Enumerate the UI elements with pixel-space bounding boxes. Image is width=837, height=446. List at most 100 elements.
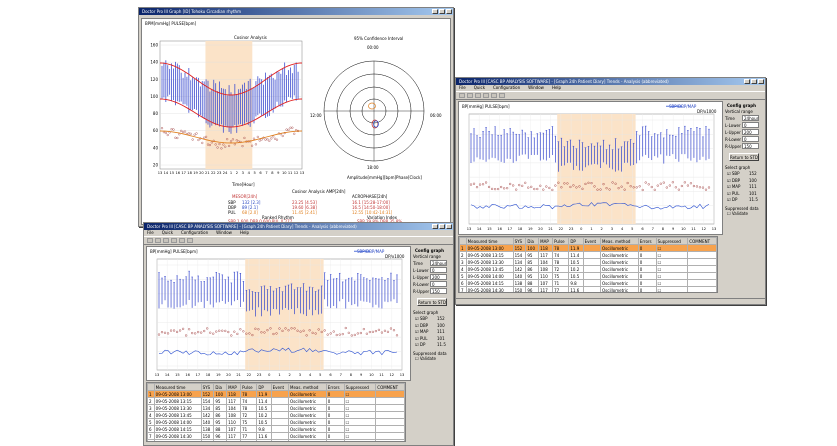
menu-file[interactable]: File — [147, 230, 154, 235]
table-row[interactable]: 2 09-05-2008 13:15 154 95 117 74 11.4 Oscillome… — [147, 397, 405, 405]
range-field-input[interactable]: 24hour — [742, 115, 759, 121]
toolbar-button[interactable] — [187, 238, 193, 243]
select-graph-check[interactable]: ☑ MAP 111 — [727, 184, 761, 190]
column-header[interactable]: COMMENT — [687, 237, 717, 245]
menu-window[interactable]: Window — [528, 85, 544, 90]
toolbar-button[interactable] — [499, 93, 505, 98]
return-to-std-button[interactable]: Return to STD — [729, 153, 759, 161]
validate-checkbox[interactable]: ☐ Validate — [727, 211, 748, 216]
range-field-input[interactable]: 0 — [430, 267, 447, 273]
column-header[interactable]: Measured time — [465, 237, 514, 245]
column-header[interactable]: Event — [582, 237, 602, 245]
column-header[interactable]: MAP — [226, 383, 242, 391]
window-title-bar[interactable]: Doctor Pro III [CASC BP ANALYSIS SOFTWAR… — [144, 223, 453, 230]
table-row[interactable]: 3 09-05-2008 13:30 134 85 104 78 10.5 Oscillome… — [459, 258, 717, 266]
toolbar-button[interactable] — [459, 93, 465, 98]
toolbar-button[interactable] — [467, 93, 473, 98]
column-header[interactable]: Suppressed — [343, 383, 377, 391]
pulse-point — [224, 329, 227, 333]
column-header[interactable]: SYS — [512, 237, 527, 245]
minimize-button[interactable] — [432, 9, 438, 14]
window-title-bar[interactable]: Doctor Pro III [CASC BP ANALYSIS SOFTWAR… — [456, 78, 765, 85]
table-row[interactable]: 5 09-05-2008 14:00 140 95 110 75 10.5 Oscillome… — [147, 418, 405, 426]
table-row[interactable]: 6 09-05-2008 14:15 138 88 107 71 9.8 Oscillomet… — [147, 425, 405, 433]
select-graph-check[interactable]: ☑ PUL 101 — [727, 191, 761, 197]
toolbar-button[interactable] — [155, 238, 161, 243]
validate-checkbox[interactable]: ☐ Validate — [415, 356, 436, 361]
select-graph-check[interactable]: ☑ MAP 111 — [415, 329, 449, 335]
range-field-input[interactable]: 0 — [430, 281, 447, 287]
toolbar-button[interactable] — [147, 238, 153, 243]
toolbar-button[interactable] — [171, 238, 177, 243]
table-row[interactable]: 2 09-05-2008 13:15 154 95 117 74 11.4 Oscillome… — [459, 251, 717, 259]
table-row[interactable]: 4 09-05-2008 13:45 142 86 108 72 10.2 Oscillome… — [459, 265, 717, 273]
table-row[interactable]: 7 09-05-2008 14:30 150 96 117 77 11.6 Oscillome… — [147, 432, 405, 440]
range-field-input[interactable]: 0 — [742, 136, 759, 142]
range-field-input[interactable]: 24hour — [430, 260, 447, 266]
column-header[interactable]: Measured time — [153, 383, 202, 391]
column-header[interactable]: COMMENT — [375, 383, 405, 391]
table-row[interactable]: 7 09-05-2008 14:30 150 96 117 77 11.6 Oscillome… — [459, 286, 717, 292]
minimize-button[interactable] — [744, 79, 750, 84]
maximize-button[interactable] — [751, 79, 757, 84]
toolbar-button[interactable] — [179, 238, 185, 243]
column-header[interactable]: Event — [270, 383, 290, 391]
column-header[interactable]: SYS — [200, 383, 215, 391]
toolbar-button[interactable] — [491, 93, 497, 98]
column-header[interactable]: DP — [256, 383, 272, 391]
select-graph-check[interactable]: ☑ SBP 152 — [727, 171, 761, 177]
column-header[interactable] — [147, 383, 155, 391]
range-field-input[interactable]: 200 — [742, 129, 759, 135]
select-graph-check[interactable]: ☑ DBP 100 — [415, 323, 449, 329]
menu-quick[interactable]: Quick — [161, 230, 174, 235]
toolbar-button[interactable] — [483, 93, 489, 98]
table-row[interactable]: 809-05-2008 14:4513387104719.4 Oscillomet… — [147, 439, 405, 441]
table-row[interactable]: 6 09-05-2008 14:15 138 88 107 71 9.8 Oscillomet… — [459, 279, 717, 287]
column-header[interactable]: Dia — [213, 383, 228, 391]
select-graph-check[interactable]: ☑ PUL 101 — [415, 336, 449, 342]
minimize-button[interactable] — [432, 224, 438, 229]
table-row[interactable]: 4 09-05-2008 13:45 142 86 108 72 10.2 Oscillome… — [147, 411, 405, 419]
window-title-bar[interactable]: Doctor Pro III Graph [ID] Tohoku Circadi… — [139, 8, 453, 15]
select-graph-check[interactable]: ☑ DP 11.5 — [415, 342, 449, 348]
close-button[interactable] — [446, 224, 452, 229]
column-header[interactable]: DP — [568, 237, 584, 245]
toolbar-button[interactable] — [163, 238, 169, 243]
menu-quick[interactable]: Quick — [473, 85, 486, 90]
menu-configuration[interactable]: Configuration — [493, 85, 521, 90]
toolbar-button[interactable] — [475, 93, 481, 98]
maximize-button[interactable] — [439, 9, 445, 14]
close-button[interactable] — [446, 9, 452, 14]
select-graph-check[interactable]: ☑ DBP 100 — [727, 178, 761, 184]
table-row[interactable]: 1 09-05-2008 13:00 152 100 118 78 11.9 Oscillom… — [147, 390, 405, 398]
column-header[interactable] — [459, 237, 467, 245]
column-header[interactable]: Pulse — [552, 237, 570, 245]
column-header[interactable]: Suppressed — [655, 237, 689, 245]
table-cell: 0 — [637, 251, 657, 259]
column-header[interactable]: Errors — [325, 383, 345, 391]
menu-window[interactable]: Window — [216, 230, 232, 235]
column-header[interactable]: MAP — [538, 237, 554, 245]
menu-file[interactable]: File — [459, 85, 466, 90]
maximize-button[interactable] — [439, 224, 445, 229]
menu-help[interactable]: Help — [239, 230, 250, 235]
column-header[interactable]: Meas. method — [288, 383, 327, 391]
select-graph-check[interactable]: ☑ SBP 152 — [415, 316, 449, 322]
close-button[interactable] — [758, 79, 764, 84]
menu-help[interactable]: Help — [551, 85, 562, 90]
table-row[interactable]: 1 09-05-2008 13:00 152 100 118 78 11.9 Oscillom… — [459, 244, 717, 252]
column-header[interactable]: Meas. method — [600, 237, 639, 245]
table-cell: 107 — [226, 425, 242, 433]
column-header[interactable]: Errors — [637, 237, 657, 245]
column-header[interactable]: Dia — [525, 237, 540, 245]
table-row[interactable]: 3 09-05-2008 13:30 134 85 104 78 10.5 Oscillome… — [147, 404, 405, 412]
return-to-std-button[interactable]: Return to STD — [417, 298, 447, 306]
range-field-input[interactable]: 150 — [430, 288, 447, 294]
column-header[interactable]: Pulse — [240, 383, 258, 391]
range-field-input[interactable]: 200 — [430, 274, 447, 280]
menu-configuration[interactable]: Configuration — [181, 230, 209, 235]
range-field-input[interactable]: 150 — [742, 143, 759, 149]
range-field-input[interactable]: 0 — [742, 122, 759, 128]
table-row[interactable]: 5 09-05-2008 14:00 140 95 110 75 10.5 Oscillome… — [459, 272, 717, 280]
select-graph-check[interactable]: ☑ DP 11.5 — [727, 197, 761, 203]
